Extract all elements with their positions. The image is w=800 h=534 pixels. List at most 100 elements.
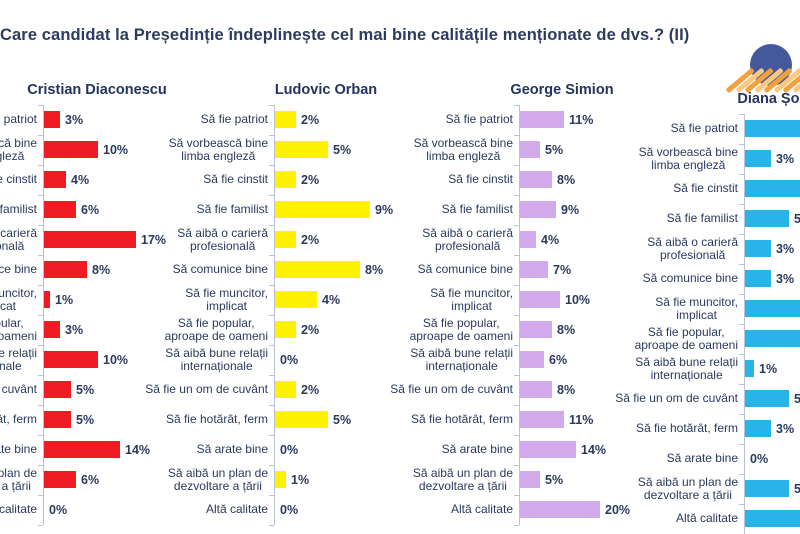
axis-tick xyxy=(38,165,43,166)
value-label: 8% xyxy=(557,173,576,187)
category-label: Să aibă un plan de dezvoltare a țării xyxy=(0,465,37,493)
bar xyxy=(520,471,540,488)
category-label: Să comunice bine xyxy=(172,262,268,277)
bar xyxy=(275,231,296,248)
axis-tick xyxy=(38,225,43,226)
axis-tick xyxy=(514,375,519,376)
value-label: 8% xyxy=(557,383,576,397)
bar xyxy=(520,381,552,398)
category-label: Să fie un om de cuvânt xyxy=(1,382,37,397)
axis-tick xyxy=(38,315,43,316)
bar xyxy=(44,291,50,308)
axis-tick xyxy=(38,255,43,256)
axis-tick xyxy=(269,345,274,346)
bar xyxy=(745,180,800,197)
bar xyxy=(520,441,576,458)
value-label: 6% xyxy=(81,473,100,487)
axis-tick xyxy=(514,495,519,496)
category-label-cell: Să comunice bine xyxy=(381,255,513,285)
category-label-cell: Să aibă un plan de dezvoltare a țării xyxy=(381,465,513,495)
category-label: Să fie cinstit xyxy=(448,172,513,187)
category-label-cell: Să arate bine xyxy=(381,435,513,465)
bar xyxy=(745,360,754,377)
axis-tick xyxy=(269,165,274,166)
column-header: Ludovic Orban xyxy=(274,82,378,98)
axis-tick xyxy=(38,495,43,496)
category-label-cell: Să vorbească bine limba engleză xyxy=(606,144,738,174)
category-label: Să comunice bine xyxy=(417,262,513,277)
category-label: Să comunice bine xyxy=(0,262,37,277)
axis-tick xyxy=(739,324,744,325)
category-label: Să aibă bune relații internaționale xyxy=(0,345,37,373)
value-label: 5% xyxy=(794,212,800,226)
value-label: 2% xyxy=(301,383,320,397)
axis-tick xyxy=(38,465,43,466)
axis-tick xyxy=(739,354,744,355)
value-label: 0% xyxy=(280,503,299,517)
axis-tick xyxy=(269,225,274,226)
value-label: 8% xyxy=(365,263,384,277)
category-label: Să aibă un plan de dezvoltare a țării xyxy=(167,465,268,493)
value-label: 11% xyxy=(569,113,594,127)
category-label: Să arate bine xyxy=(666,451,738,466)
category-label: Altă calitate xyxy=(205,502,268,517)
bar xyxy=(44,351,98,368)
value-label: 17% xyxy=(141,233,167,247)
bar xyxy=(44,381,71,398)
value-label: 10% xyxy=(103,143,129,157)
category-label: Să aibă un plan de dezvoltare a țării xyxy=(637,474,738,502)
category-label: Să fie familist xyxy=(666,211,738,226)
bar xyxy=(520,231,536,248)
value-label: 5% xyxy=(545,143,564,157)
category-axis xyxy=(43,105,44,525)
bar xyxy=(745,390,789,407)
category-label: Să fie hotărât, ferm xyxy=(410,412,513,427)
value-label: 3% xyxy=(776,152,795,166)
value-label: 0% xyxy=(750,452,769,466)
category-axis xyxy=(519,105,520,525)
category-label-cell: Să fie muncitor, implicat xyxy=(136,285,268,315)
axis-tick xyxy=(269,495,274,496)
axis-tick xyxy=(514,105,519,106)
bar xyxy=(520,141,540,158)
axis-tick xyxy=(514,465,519,466)
bar xyxy=(44,171,66,188)
axis-tick xyxy=(38,285,43,286)
category-label: Să fie muncitor, implicat xyxy=(185,285,268,313)
bar xyxy=(44,141,98,158)
category-label: Să arate bine xyxy=(441,442,513,457)
value-label: 5% xyxy=(333,413,352,427)
value-label: 2% xyxy=(301,233,320,247)
category-label-cell: Să comunice bine xyxy=(606,264,738,294)
axis-tick xyxy=(269,465,274,466)
category-label-cell: Altă calitate xyxy=(606,504,738,534)
page-title: Care candidat la Președinție îndeplineșt… xyxy=(0,26,690,44)
bar xyxy=(44,411,71,428)
bar xyxy=(275,261,360,278)
bar xyxy=(520,351,544,368)
category-label-cell: Să aibă o carieră profesională xyxy=(606,234,738,264)
category-label-cell: Să fie popular, aproape de oameni xyxy=(136,315,268,345)
axis-tick xyxy=(269,255,274,256)
axis-tick xyxy=(514,285,519,286)
bar xyxy=(745,120,800,137)
category-label: Să fie popular, aproape de oameni xyxy=(409,315,513,343)
category-label: Să fie patriot xyxy=(0,112,37,127)
bar xyxy=(275,411,328,428)
category-label: Să fie popular, aproape de oameni xyxy=(634,324,738,352)
bar xyxy=(745,420,771,437)
axis-tick xyxy=(739,474,744,475)
bar xyxy=(44,471,76,488)
value-label: 10% xyxy=(103,353,129,367)
axis-tick xyxy=(38,345,43,346)
category-label-cell: Să fie un om de cuvânt xyxy=(136,375,268,405)
axis-tick xyxy=(514,525,519,526)
category-label: Să fie popular, aproape de oameni xyxy=(164,315,268,343)
value-label: 3% xyxy=(776,272,795,286)
axis-tick xyxy=(739,234,744,235)
value-label: 9% xyxy=(561,203,580,217)
value-label: 1% xyxy=(55,293,74,307)
category-label: Să fie patriot xyxy=(670,121,738,136)
category-label-cell: Altă calitate xyxy=(381,495,513,525)
bar xyxy=(44,261,87,278)
